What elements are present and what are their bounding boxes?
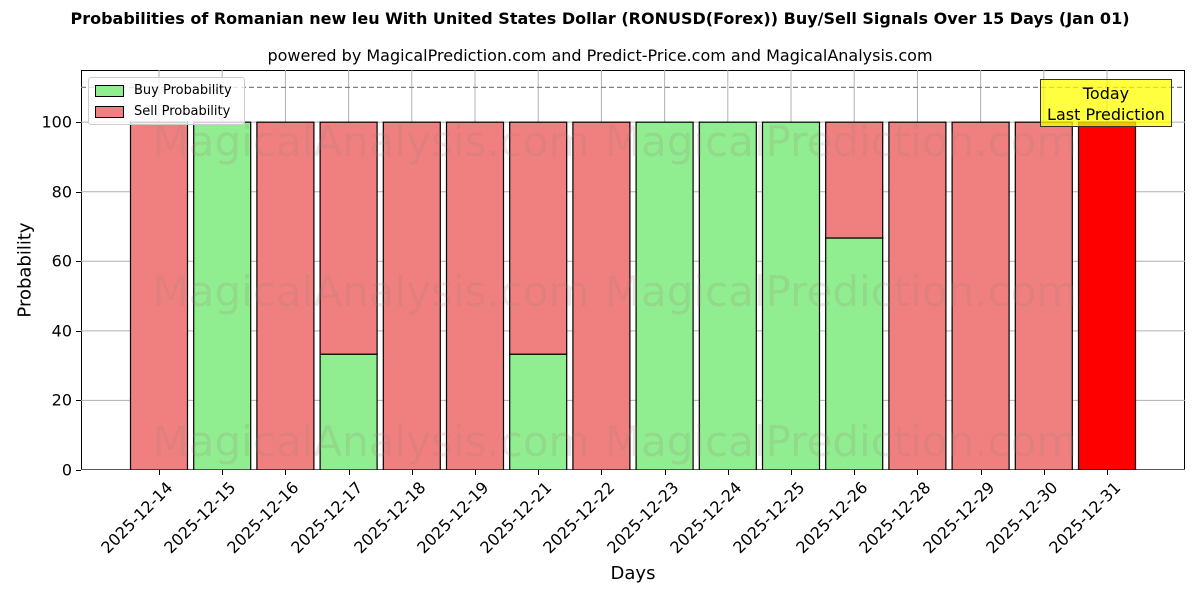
today-annotation-line1: Today [1082,84,1130,103]
y-tick-mark [76,400,81,402]
legend-item-sell: Sell Probability [95,104,230,119]
y-tick-mark [76,470,81,471]
sell-bar [129,121,189,470]
legend: Buy Probability Sell Probability [88,77,245,125]
x-tick-mark [791,470,792,475]
sell-bar [382,121,441,470]
y-axis-label: Probability [14,222,36,318]
watermark-text: MagicalAnalysis.com [153,117,590,166]
watermark-text: MagicalPrediction.com [605,267,1078,316]
legend-sell-label: Sell Probability [134,104,231,119]
watermark-text: MagicalAnalysis.com [153,267,590,316]
y-tick-mark [76,122,81,124]
y-tick-mark [76,261,81,263]
sell-bar [888,121,947,470]
x-tick-mark [1043,470,1045,475]
sell-bar [319,121,378,355]
y-tick-label: 100 [41,112,72,132]
x-tick-mark [854,470,856,475]
y-tick-label: 0 [61,460,72,480]
x-tick-mark [980,470,982,475]
x-tick-mark [411,470,413,475]
buy-bar [193,121,252,470]
buy-bar [698,121,757,470]
buy-swatch-icon [95,84,124,97]
buy-bar [635,121,694,470]
bars-canvas: MagicalAnalysis.com MagicalPrediction.com… [81,70,1185,470]
buy-bar [825,237,884,470]
x-tick-mark [348,470,350,475]
sell-bar [509,121,568,355]
x-tick-mark [917,470,919,475]
today-annotation-line2: Last Prediction [1047,105,1165,124]
watermark-text: MagicalPrediction.com [605,417,1078,466]
y-tick-label: 40 [51,321,72,341]
sell-bar [572,121,631,470]
y-tick-label: 60 [51,251,72,271]
x-tick-mark [727,470,729,475]
y-tick-mark [76,330,81,332]
x-axis-label: Days [610,563,656,584]
y-tick-label: 80 [51,182,72,202]
chart-subtitle: powered by MagicalPrediction.com and Pre… [267,46,933,65]
buy-bar [509,353,568,470]
watermark-text: MagicalAnalysis.com [153,417,590,466]
legend-item-buy: Buy Probability [95,83,232,98]
chart-title: Probabilities of Romanian new leu With U… [70,9,1130,28]
sell-bar [256,121,315,470]
x-tick-mark [475,470,476,475]
plot-area: MagicalAnalysis.com MagicalPrediction.com… [81,70,1185,470]
x-tick-mark [285,470,287,475]
sell-swatch-icon [95,105,124,118]
x-tick-mark [664,470,666,475]
sell-bar [951,121,1010,470]
watermark-text: MagicalPrediction.com [605,117,1078,166]
x-tick-mark [538,470,540,475]
buy-bar [761,121,821,470]
x-tick-mark [159,470,160,475]
y-tick-mark [76,191,81,193]
legend-buy-label: Buy Probability [134,83,232,98]
today-annotation: Today Last Prediction [1040,79,1172,127]
x-tick-mark [601,470,603,475]
sell-bar [445,121,505,470]
y-tick-label: 20 [51,390,72,410]
sell-bar [1014,121,1073,470]
sell-bar [825,121,884,239]
sell-bar [1077,121,1137,470]
x-tick-mark [222,470,224,475]
x-tick-mark [1107,470,1108,475]
